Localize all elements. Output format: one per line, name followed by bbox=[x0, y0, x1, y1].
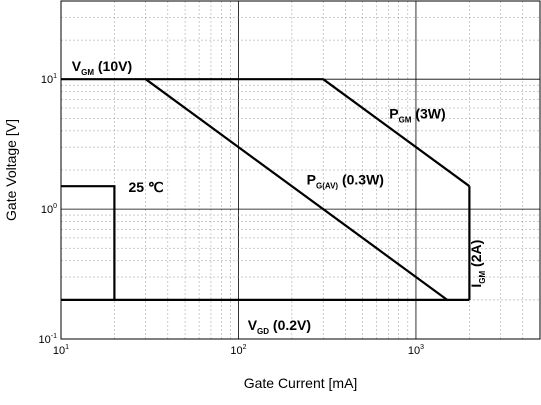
annotation-vgd: VGD (0.2V) bbox=[248, 317, 311, 336]
grid bbox=[61, 1, 540, 339]
x-tick-label: 101 bbox=[53, 344, 69, 357]
x-tick-label: 103 bbox=[408, 344, 424, 357]
series-line-pgav bbox=[145, 78, 448, 301]
tick-labels: 101 102 103 10-1 100 101 bbox=[39, 73, 425, 357]
y-tick-label: 10-1 bbox=[39, 333, 58, 346]
series-lines bbox=[61, 78, 471, 301]
annotation-t25: 25 ℃ bbox=[128, 179, 163, 195]
annotation-igm: IGM (2A) bbox=[468, 240, 487, 288]
y-tick-label: 101 bbox=[41, 73, 57, 86]
y-tick-label: 100 bbox=[41, 203, 57, 216]
x-tick-label: 102 bbox=[230, 344, 246, 357]
y-axis-label: Gate Voltage [V] bbox=[3, 119, 19, 221]
annotation-vgm: VGM (10V) bbox=[72, 58, 132, 77]
series-line-t25 bbox=[61, 185, 116, 300]
annotations: VGM (10V) PGM (3W) PG(AV) (0.3W) 25 ℃ IGM (2… bbox=[72, 58, 487, 336]
x-axis-label: Gate Current [mA] bbox=[244, 375, 358, 391]
series-line-pgm bbox=[322, 78, 471, 188]
plot-frame bbox=[60, 0, 541, 340]
annotation-pgav: PG(AV) (0.3W) bbox=[307, 171, 384, 190]
annotation-pgm: PGM (3W) bbox=[389, 105, 445, 124]
